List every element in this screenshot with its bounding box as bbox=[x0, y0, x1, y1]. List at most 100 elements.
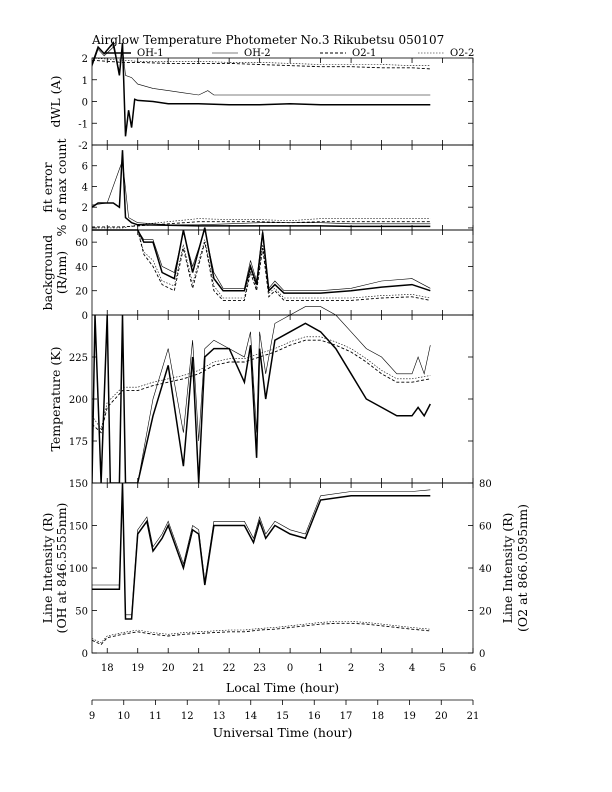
y2-tick-label: 20 bbox=[479, 607, 492, 618]
y-axis-label-2: % of max count bbox=[54, 139, 69, 237]
series-line-oh-1 bbox=[92, 482, 431, 620]
y-tick-label: 40 bbox=[75, 262, 88, 273]
y-tick-label: 2 bbox=[82, 54, 88, 65]
y-tick-label: 0 bbox=[82, 224, 88, 235]
series-line-o2-1 bbox=[92, 229, 431, 301]
legend-label: O2-1 bbox=[352, 48, 376, 59]
y-tick-label: 1 bbox=[82, 76, 88, 87]
x-local-tick-label: 23 bbox=[253, 663, 266, 674]
series-group bbox=[92, 150, 431, 229]
y2-tick-label: 60 bbox=[479, 522, 492, 533]
y-tick-label: 175 bbox=[69, 437, 88, 448]
series-group bbox=[92, 482, 431, 646]
y-tick-label: 0 bbox=[82, 311, 88, 322]
x-local-tick-label: 0 bbox=[287, 663, 293, 674]
y2-axis-label-2: (O2 at 866.0595nm) bbox=[515, 504, 530, 632]
y-axis-label: background bbox=[40, 235, 55, 311]
x-local-tick-label: 22 bbox=[223, 663, 236, 674]
panel-frame bbox=[91, 144, 474, 231]
x-local-tick-label: 20 bbox=[162, 663, 175, 674]
y2-tick-label: 40 bbox=[479, 564, 492, 575]
panel-fit: 0 2 4 6 -2 fit error% of max count bbox=[40, 139, 474, 237]
ut-tick-label: 9 bbox=[89, 711, 95, 722]
y-tick-label: 0 bbox=[82, 649, 88, 660]
series-line-oh-2 bbox=[92, 160, 431, 226]
panel-dwl: -1 0 1 2 dWL (A) bbox=[48, 41, 474, 146]
panel-frame bbox=[91, 314, 474, 484]
ut-tick-label: 11 bbox=[149, 711, 162, 722]
series-line-o2-2 bbox=[92, 57, 431, 66]
y-tick-label: 2 bbox=[82, 203, 88, 214]
series-line-oh-2 bbox=[92, 228, 431, 292]
y-axis-label: fit error bbox=[40, 162, 55, 212]
y-tick-label: 60 bbox=[75, 238, 88, 249]
y2-tick-label: 0 bbox=[479, 649, 485, 660]
y-axis-label: dWL (A) bbox=[48, 76, 63, 128]
y-axis-label-2: (OH at 846.5555nm) bbox=[54, 503, 69, 634]
legend-label: OH-2 bbox=[244, 48, 271, 59]
series-group bbox=[92, 306, 431, 483]
series-line-o2-2 bbox=[92, 218, 431, 229]
series-line-o2-2 bbox=[92, 336, 431, 430]
y-axis-label: Line Intensity (R) bbox=[40, 513, 55, 624]
ut-tick-label: 13 bbox=[213, 711, 226, 722]
y-tick-label: 0 bbox=[82, 98, 88, 109]
panel-temp: 150 175 200 225 Temperature (K) bbox=[48, 306, 474, 490]
x-local-tick-label: 4 bbox=[409, 663, 415, 674]
series-line-oh-1 bbox=[92, 314, 431, 483]
panel-bg: 0 20 40 60 background (R/nm) bbox=[40, 227, 474, 322]
series-line-o2-2 bbox=[92, 621, 431, 644]
x-local-axis-label: Local Time (hour) bbox=[226, 680, 339, 695]
y-axis-label: Temperature (K) bbox=[48, 347, 63, 452]
panels: -1 0 1 2 dWL (A) 0 2 4 6 -2 fit error% of max coun… bbox=[40, 41, 530, 660]
series-line-oh-1 bbox=[92, 150, 431, 228]
ut-tick-label: 21 bbox=[467, 711, 480, 722]
ut-tick-label: 20 bbox=[435, 711, 448, 722]
y-tick-label: 50 bbox=[75, 607, 88, 618]
series-line-o2-1 bbox=[92, 59, 431, 70]
x-local-tick-label: 5 bbox=[439, 663, 445, 674]
series-line-oh-1 bbox=[92, 227, 431, 294]
y-tick-label: 4 bbox=[82, 182, 88, 193]
x-local-tick-label: 19 bbox=[131, 663, 144, 674]
y-tick-label: 225 bbox=[69, 353, 88, 364]
ut-tick-label: 12 bbox=[181, 711, 194, 722]
x-local-tick-label: 18 bbox=[101, 663, 114, 674]
panel-frame bbox=[91, 482, 474, 654]
series-line-o2-1 bbox=[92, 221, 431, 228]
series-line-oh-2 bbox=[92, 482, 431, 616]
series-group bbox=[92, 227, 431, 301]
y-tick-label: 150 bbox=[69, 479, 88, 490]
ut-tick-label: 14 bbox=[244, 711, 257, 722]
y-tick-label: -2 bbox=[78, 141, 88, 152]
series-line-oh-2 bbox=[92, 46, 431, 96]
x-local-tick-label: 3 bbox=[378, 663, 384, 674]
y-tick-label: 200 bbox=[69, 395, 88, 406]
series-group bbox=[92, 41, 431, 137]
series-line-oh-2 bbox=[92, 306, 431, 483]
ut-tick-label: 15 bbox=[276, 711, 289, 722]
legend-label: O2-2 bbox=[450, 48, 474, 59]
y2-tick-label: 80 bbox=[479, 479, 492, 490]
ut-tick-label: 19 bbox=[403, 711, 416, 722]
x-local-tick-label: 21 bbox=[192, 663, 205, 674]
x-local-tick-label: 6 bbox=[470, 663, 476, 674]
ut-tick-label: 18 bbox=[371, 711, 384, 722]
x-local-tick-label: 2 bbox=[348, 663, 354, 674]
y-tick-label: 20 bbox=[75, 287, 88, 298]
ut-axis-label: Universal Time (hour) bbox=[213, 725, 353, 740]
legend: OH-1 OH-2 O2-1 O2-2 bbox=[105, 48, 474, 59]
ut-tick-label: 10 bbox=[117, 711, 130, 722]
y-axis-label-2: (R/nm) bbox=[54, 251, 69, 294]
x-local-tick-label: 1 bbox=[317, 663, 323, 674]
y-tick-label: 6 bbox=[82, 162, 88, 173]
ut-tick-label: 17 bbox=[340, 711, 353, 722]
series-line-o2-1 bbox=[92, 622, 431, 646]
ut-tick-label: 16 bbox=[308, 711, 321, 722]
series-line-o2-2 bbox=[92, 229, 431, 299]
y-tick-label: 150 bbox=[69, 522, 88, 533]
y2-axis-label: Line Intensity (R) bbox=[500, 513, 515, 624]
